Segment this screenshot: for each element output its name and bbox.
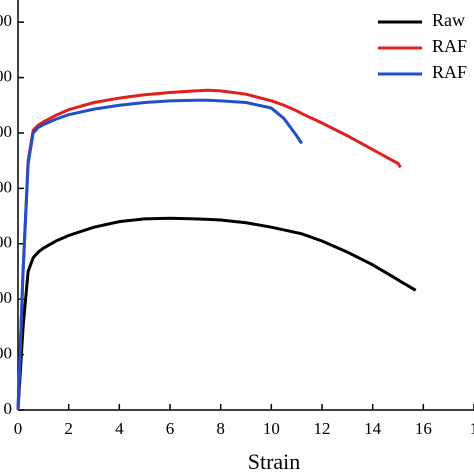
y-tick-label: 400 (0, 177, 12, 196)
x-axis-label: Strain (248, 449, 301, 474)
series-line (16, 216, 417, 411)
y-tick-label: 200 (0, 288, 12, 307)
x-tick-label: 1 (470, 419, 474, 438)
legend-label: RAF (432, 36, 467, 56)
series-line (16, 88, 402, 411)
y-tick-label: 500 (0, 122, 12, 141)
x-tick-label: 6 (166, 419, 175, 438)
legend-label: Raw (432, 10, 465, 30)
x-tick-label: 10 (263, 419, 280, 438)
x-tick-label: 4 (115, 419, 124, 438)
x-tick-label: 0 (14, 419, 23, 438)
legend-label: RAF (432, 62, 467, 82)
x-tick-label: 12 (314, 419, 331, 438)
x-tick-label: 16 (415, 419, 432, 438)
y-tick-label: 700 (0, 11, 12, 30)
y-tick-label: 600 (0, 66, 12, 85)
y-tick-label: 100 (0, 344, 12, 363)
x-tick-label: 14 (364, 419, 382, 438)
x-tick-label: 2 (64, 419, 73, 438)
series-line (16, 98, 303, 411)
y-tick-label: 0 (4, 399, 13, 418)
x-tick-label: 8 (216, 419, 225, 438)
y-tick-label: 300 (0, 233, 12, 252)
